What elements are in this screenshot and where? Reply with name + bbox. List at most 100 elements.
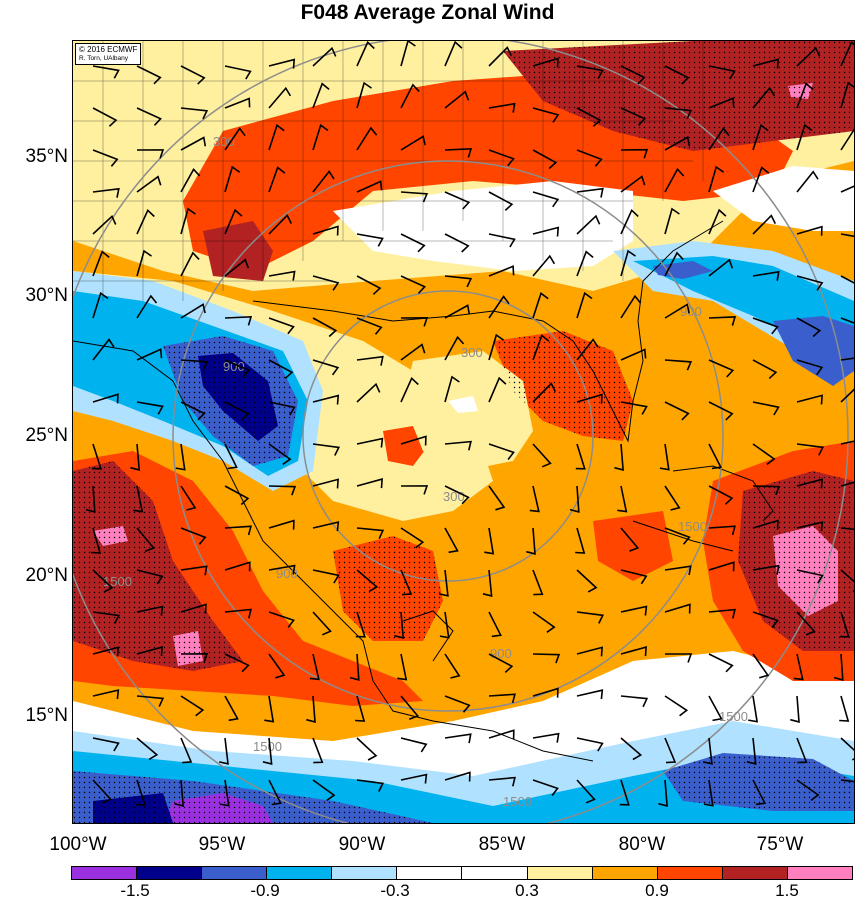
credit-line-1: © 2016 ECMWF xyxy=(79,45,138,54)
lon-label-85w: 85°W xyxy=(478,834,526,855)
wind-barb xyxy=(219,779,230,807)
wind-barb xyxy=(840,81,854,109)
wind-barb xyxy=(349,653,360,681)
wind-barb xyxy=(224,401,250,421)
wind-barb xyxy=(312,611,332,636)
wind-barb xyxy=(264,695,275,723)
wind-barb xyxy=(796,170,819,193)
wind-barb xyxy=(752,58,779,69)
lat-label-25n: 25°N xyxy=(25,425,68,446)
white-spot-gulf-center xyxy=(448,396,478,413)
wind-barb xyxy=(439,611,450,639)
wind-barb xyxy=(355,695,366,722)
wind-barb xyxy=(840,388,854,403)
lat-label-15n: 15°N xyxy=(25,705,68,726)
lon-label-80w: 80°W xyxy=(618,834,666,855)
wind-barb xyxy=(268,564,296,575)
wind-barb xyxy=(796,478,823,489)
wind-barb xyxy=(488,233,516,248)
wind-barb xyxy=(488,46,513,67)
wind-barb xyxy=(708,561,735,572)
wind-barb xyxy=(752,564,780,575)
wind-barb xyxy=(136,149,165,159)
wind-barb xyxy=(312,359,340,376)
map-panel: 300 300 300 900 900 900 900 1500 1500 1500 1500 150… xyxy=(72,40,855,824)
wind-barb xyxy=(576,291,593,319)
wind-barb xyxy=(752,214,777,235)
wind-barb xyxy=(708,401,734,421)
wind-barb xyxy=(444,90,470,109)
wind-barb xyxy=(793,653,804,681)
colorbar-segment xyxy=(721,866,788,880)
wind-barb xyxy=(444,233,470,253)
wind-barb xyxy=(576,737,604,752)
wind-barb xyxy=(438,569,449,597)
wind-barb xyxy=(268,401,296,416)
red-spot-gulf-center xyxy=(383,426,428,466)
wind-barb xyxy=(224,258,250,277)
wind-barb xyxy=(312,82,330,109)
wind-barb xyxy=(92,214,117,235)
wind-barb xyxy=(444,304,471,319)
wind-barb xyxy=(180,65,206,85)
wind-barb xyxy=(532,653,561,664)
wind-barb xyxy=(796,123,813,151)
wind-barb xyxy=(136,208,155,235)
wind-barb xyxy=(180,527,207,545)
wind-barb xyxy=(180,652,209,663)
wind-barb xyxy=(400,773,428,784)
wind-barb xyxy=(840,527,854,531)
wind-barb xyxy=(752,123,769,151)
wind-barb xyxy=(619,779,630,806)
wind-barb xyxy=(576,214,601,235)
wind-barb xyxy=(90,527,102,554)
map-title: F048 Average Zonal Wind xyxy=(300,1,555,24)
colorbar-tick: 1.5 xyxy=(775,881,799,900)
wind-barb xyxy=(488,776,516,787)
wind-barb xyxy=(532,254,556,277)
colorbar xyxy=(71,866,853,880)
wind-barb xyxy=(708,695,723,722)
wind-barb xyxy=(400,191,429,203)
colorbar-segment xyxy=(656,866,723,880)
wind-barb xyxy=(488,611,502,638)
wind-barb xyxy=(312,478,339,489)
wind-barb xyxy=(620,737,643,761)
wind-barb xyxy=(224,315,253,326)
wind-field-map: 300 300 300 900 900 900 900 1500 1500 1500 1500 150… xyxy=(73,41,854,823)
wind-barb xyxy=(444,147,473,158)
wind-barb xyxy=(708,443,723,470)
wind-barb xyxy=(356,737,378,761)
colorbar-segment xyxy=(786,866,853,880)
wind-barb xyxy=(659,443,670,471)
wind-barb xyxy=(484,527,495,555)
wind-barb xyxy=(703,779,714,807)
lon-label-95w: 95°W xyxy=(198,834,246,855)
wind-barb xyxy=(488,693,516,704)
wind-barb xyxy=(488,485,506,511)
wind-barb xyxy=(92,291,109,319)
wind-barb xyxy=(664,565,692,576)
wind-barb xyxy=(356,569,379,593)
wind-barb xyxy=(488,102,516,113)
wind-barb xyxy=(840,317,854,324)
range-ring-label: 900 xyxy=(490,646,512,661)
range-rings xyxy=(73,41,849,823)
wind-barb xyxy=(708,258,734,277)
wind-barb xyxy=(356,478,383,489)
wind-barb xyxy=(136,175,162,193)
wind-barb xyxy=(175,443,186,471)
wind-barb xyxy=(620,249,636,277)
wind-barb xyxy=(356,355,384,366)
white-zone-southeast-us xyxy=(333,181,633,271)
wind-barb xyxy=(576,65,604,79)
wind-barb xyxy=(130,443,141,471)
wind-barb xyxy=(133,485,144,513)
wind-barbs xyxy=(85,41,854,807)
lon-label-75w: 75°W xyxy=(756,834,804,855)
wind-barb xyxy=(400,376,419,403)
lat-label-30n: 30°N xyxy=(25,285,68,306)
wind-barb xyxy=(400,695,420,720)
wind-barb xyxy=(796,317,822,338)
wind-barb xyxy=(708,65,736,80)
